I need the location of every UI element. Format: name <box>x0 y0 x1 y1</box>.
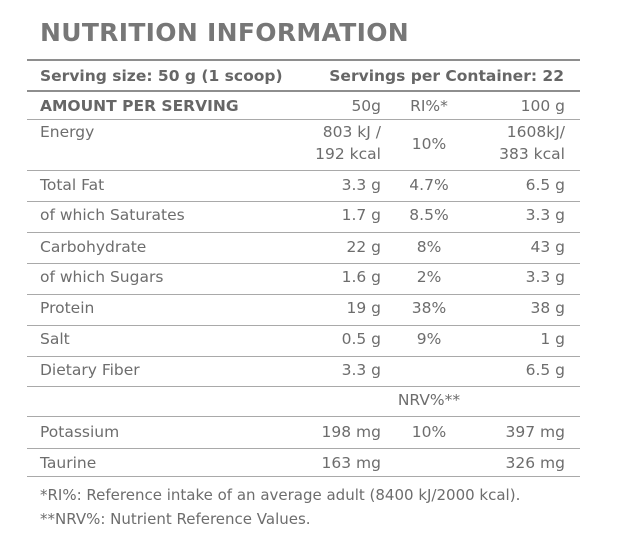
nutrient-name: Carbohydrate <box>40 238 147 256</box>
nutrient-name: of which Sugars <box>40 268 164 286</box>
row-divider <box>27 356 580 357</box>
per-100g-value: 6.5 g <box>525 361 565 379</box>
nutrition-table: Serving size: 50 g (1 scoop) Servings pe… <box>27 59 580 477</box>
per-100g-value: 43 g <box>530 238 566 256</box>
nutrient-name: Total Fat <box>40 176 105 194</box>
per-serving-value: 192 kcal <box>315 145 381 163</box>
per-serving-value: 19 g <box>346 299 382 317</box>
ri-value: 4.7% <box>409 176 449 194</box>
per-serving-value: 163 mg <box>321 454 381 472</box>
per-serving-value: 1.7 g <box>341 206 381 224</box>
per-100g-value: 383 kcal <box>499 145 565 163</box>
ri-value: 38% <box>411 299 447 317</box>
per-serving-value: 198 mg <box>321 423 381 441</box>
row-divider <box>27 386 580 387</box>
table-row-energy: Energy 803 kJ / 192 kcal 10% 1608kJ/ 383… <box>27 123 580 170</box>
nrv-header: NRV%** <box>397 391 461 409</box>
per-100g-value: 1608kJ/ <box>506 123 565 141</box>
column-per-serving: 50g <box>351 97 381 115</box>
page-title: NUTRITION INFORMATION <box>40 18 409 47</box>
servings-per-container: Servings per Container: 22 <box>329 67 564 85</box>
per-100g-value: 1 g <box>540 330 565 348</box>
per-serving-value: 3.3 g <box>341 176 381 194</box>
per-100g-value: 3.3 g <box>525 268 565 286</box>
nutrient-name: Potassium <box>40 423 120 441</box>
column-per-100g: 100 g <box>520 97 565 115</box>
per-100g-value: 397 mg <box>505 423 565 441</box>
nutrient-name: Taurine <box>40 454 97 472</box>
row-divider <box>27 416 580 417</box>
table-bottom-rule <box>27 476 580 477</box>
nutrient-name: Salt <box>40 330 70 348</box>
serving-header-rule <box>27 90 580 92</box>
per-100g-value: 3.3 g <box>525 206 565 224</box>
row-divider <box>27 170 580 171</box>
per-100g-value: 6.5 g <box>525 176 565 194</box>
per-serving-value: 803 kJ / <box>322 123 381 141</box>
per-serving-value: 1.6 g <box>341 268 381 286</box>
row-divider <box>27 263 580 264</box>
ri-value: 8% <box>416 238 442 256</box>
nutrient-name: of which Saturates <box>40 206 185 224</box>
per-serving-value: 22 g <box>346 238 382 256</box>
nutrient-name: Protein <box>40 299 95 317</box>
serving-size: Serving size: 50 g (1 scoop) <box>40 67 283 85</box>
nutrient-name: Dietary Fiber <box>40 361 140 379</box>
table-top-rule <box>27 59 580 61</box>
ri-value: 8.5% <box>409 206 449 224</box>
row-divider <box>27 119 580 120</box>
row-divider <box>27 201 580 202</box>
per-serving-value: 0.5 g <box>341 330 381 348</box>
ri-value: 9% <box>416 330 442 348</box>
nrv-value: 10% <box>411 423 447 441</box>
footnote-nrv: **NRV%: Nutrient Reference Values. <box>40 510 311 528</box>
nutrient-name: Energy <box>40 123 95 141</box>
ri-value: 10% <box>411 135 447 153</box>
row-divider <box>27 232 580 233</box>
ri-value: 2% <box>416 268 442 286</box>
row-divider <box>27 325 580 326</box>
per-100g-value: 38 g <box>530 299 566 317</box>
row-divider <box>27 448 580 449</box>
column-label: AMOUNT PER SERVING <box>40 97 239 115</box>
per-100g-value: 326 mg <box>505 454 565 472</box>
row-divider <box>27 294 580 295</box>
per-serving-value: 3.3 g <box>341 361 381 379</box>
footnote-ri: *RI%: Reference intake of an average adu… <box>40 486 521 504</box>
column-ri: RI%* <box>410 97 448 115</box>
